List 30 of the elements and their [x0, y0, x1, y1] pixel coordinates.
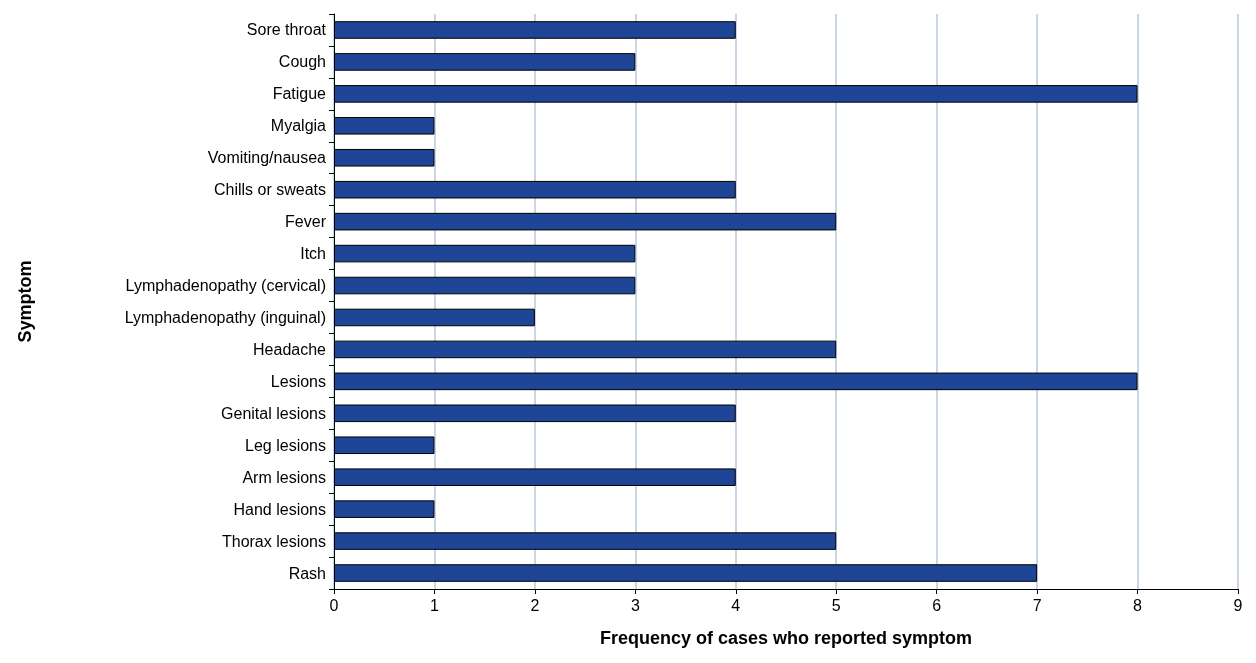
x-axis-title: Frequency of cases who reported symptom [599, 628, 973, 648]
x-tick-label: 5 [831, 596, 841, 614]
y-tick-label: Leg lesions [245, 436, 326, 454]
y-tick-label: Genital lesions [221, 404, 326, 422]
y-tick-label: Chills or sweats [213, 181, 326, 199]
x-tick-label: 6 [932, 596, 942, 614]
y-tick-label: Lymphadenopathy (cervical) [125, 277, 326, 295]
y-tick-label: Hand lesions [233, 500, 326, 518]
x-tick-label: 4 [731, 596, 741, 614]
y-tick-label: Fever [285, 213, 327, 231]
y-tick-label: Thorax lesions [221, 532, 326, 550]
x-tick-label: 3 [630, 596, 640, 614]
y-tick-label: Cough [278, 53, 326, 71]
y-tick-label: Lesions [270, 372, 326, 390]
x-tick-label: 8 [1133, 596, 1143, 614]
y-axis-title: Symptom [15, 260, 35, 343]
y-tick-label: Arm lesions [242, 468, 326, 486]
x-tick-label: 1 [429, 596, 439, 614]
y-tick-label: Rash [288, 564, 326, 582]
y-tick-label: Vomiting/nausea [207, 149, 327, 167]
y-tick-label: Lymphadenopathy (inguinal) [124, 308, 326, 326]
y-tick-label: Itch [300, 245, 326, 263]
y-tick-label: Fatigue [272, 85, 327, 103]
x-tick-label: 9 [1233, 596, 1243, 614]
y-tick-label: Headache [253, 340, 327, 358]
x-tick-label: 7 [1032, 596, 1042, 614]
y-tick-label: Sore throat [246, 21, 327, 39]
x-tick-label: 2 [530, 596, 540, 614]
y-tick-label: Myalgia [270, 117, 327, 135]
x-tick-label: 0 [329, 596, 339, 614]
